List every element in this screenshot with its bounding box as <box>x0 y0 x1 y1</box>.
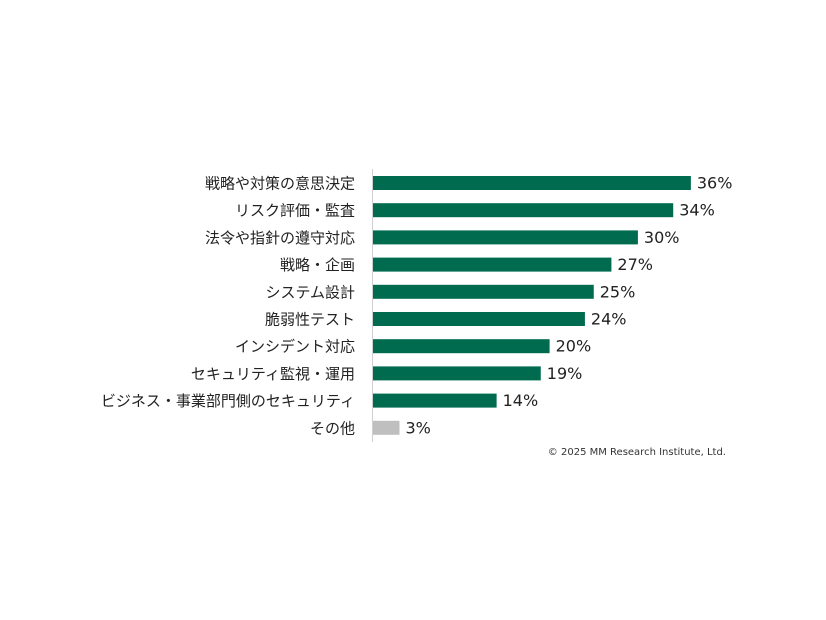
value-label: 30% <box>644 228 680 247</box>
bar <box>373 420 400 435</box>
value-label: 20% <box>556 337 592 356</box>
category-label: 法令や指針の遵守対応 <box>205 229 355 247</box>
category-label: ビジネス・事業部門側のセキュリティ <box>101 392 355 410</box>
bar <box>373 366 541 381</box>
category-label: システム設計 <box>265 283 355 301</box>
value-label: 19% <box>547 364 583 383</box>
category-label: 脆弱性テスト <box>265 311 355 329</box>
value-label: 24% <box>591 310 627 329</box>
category-label: その他 <box>310 419 355 437</box>
category-label: セキュリティ監視・運用 <box>191 365 355 383</box>
bar <box>373 257 612 272</box>
value-label: 3% <box>405 418 430 437</box>
value-label: 14% <box>503 391 539 410</box>
value-label: 27% <box>617 255 653 274</box>
category-label: リスク評価・監査 <box>235 202 355 220</box>
bar <box>373 312 585 326</box>
bar <box>373 339 550 354</box>
category-label: 戦略や対策の意思決定 <box>205 175 355 193</box>
category-label: 戦略・企画 <box>280 256 355 274</box>
bar <box>373 230 638 245</box>
value-label: 25% <box>600 282 636 301</box>
copyright-note: © 2025 MM Research Institute, Ltd. <box>548 447 726 458</box>
bar <box>373 284 594 299</box>
bar <box>373 176 691 190</box>
bar <box>373 393 497 408</box>
bar <box>373 203 674 218</box>
category-label: インシデント対応 <box>235 338 355 356</box>
value-label: 34% <box>679 201 715 220</box>
value-label: 36% <box>697 174 733 193</box>
